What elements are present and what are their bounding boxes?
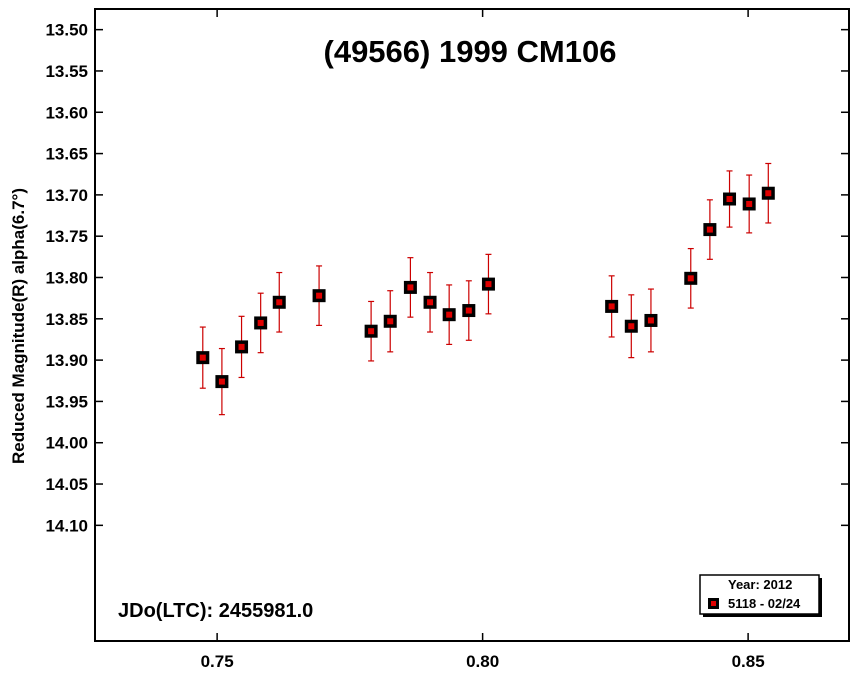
point-marker-fill — [218, 378, 225, 385]
data-point — [703, 199, 717, 260]
data-point — [196, 326, 210, 389]
point-marker-fill — [407, 284, 414, 291]
point-marker-fill — [446, 311, 453, 318]
legend-box — [699, 574, 820, 615]
data-point — [312, 265, 326, 327]
data-point — [272, 271, 286, 333]
point-marker-fill — [257, 319, 264, 326]
legend: Year: 2012 5118 - 02/24 — [699, 574, 822, 617]
data-point — [723, 170, 737, 228]
chart-title: (49566) 1999 CM106 — [324, 34, 617, 69]
point-marker-fill — [706, 226, 713, 233]
point-marker-fill — [687, 275, 694, 282]
y-tick-label: 13.50 — [45, 21, 88, 40]
y-tick-label: 13.65 — [45, 145, 88, 164]
point-marker-fill — [485, 281, 492, 288]
data-point — [235, 315, 249, 379]
x-tick-label: 0.80 — [466, 652, 499, 671]
y-tick-label: 14.00 — [45, 434, 88, 453]
y-tick-label: 13.70 — [45, 186, 88, 205]
point-marker-fill — [387, 318, 394, 325]
data-point — [624, 294, 638, 359]
data-point — [442, 284, 456, 346]
data-point — [215, 347, 229, 416]
point-marker-fill — [238, 343, 245, 350]
data-point — [481, 253, 495, 315]
point-marker-fill — [628, 323, 635, 330]
data-point — [684, 247, 698, 309]
y-tick-label: 13.85 — [45, 310, 88, 329]
point-marker-fill — [726, 196, 733, 203]
data-points — [196, 162, 775, 416]
y-tick-label: 13.80 — [45, 268, 88, 287]
y-tick-label: 13.90 — [45, 351, 88, 370]
plot-frame — [94, 8, 850, 642]
y-tick-label: 14.05 — [45, 475, 88, 494]
legend-entry-label: 5118 - 02/24 — [728, 596, 801, 611]
data-point — [742, 174, 756, 234]
point-marker-fill — [746, 200, 753, 207]
x-axis: 0.75 0.80 0.85 — [201, 9, 765, 671]
y-tick-label: 13.95 — [45, 392, 88, 411]
point-marker-fill — [765, 190, 772, 197]
x-tick-label: 0.75 — [201, 652, 234, 671]
y-tick-label: 13.75 — [45, 227, 88, 246]
y-tick-label: 13.55 — [45, 62, 88, 81]
data-point — [761, 162, 775, 224]
y-tick-label: 14.10 — [45, 516, 88, 535]
y-axis-title: Reduced Magnitude(R) alpha(6.7°) — [9, 188, 28, 464]
data-point — [462, 280, 476, 341]
data-point — [644, 288, 658, 353]
data-point — [383, 290, 397, 353]
data-point — [605, 275, 619, 338]
data-point — [423, 271, 437, 333]
jd-annotation: JDo(LTC): 2455981.0 — [118, 600, 313, 622]
point-marker-fill — [199, 354, 206, 361]
data-point — [254, 292, 268, 354]
point-marker-fill — [465, 307, 472, 314]
y-axis: 13.50 13.55 13.60 13.65 13.70 13.75 13.80 13.85… — [45, 21, 849, 535]
point-marker-fill — [608, 303, 615, 310]
point-marker-fill — [427, 299, 434, 306]
data-point — [403, 257, 417, 318]
legend-marker-fill — [711, 601, 716, 606]
legend-header: Year: 2012 — [728, 577, 792, 592]
point-marker-fill — [368, 328, 375, 335]
point-marker-fill — [316, 292, 323, 299]
x-tick-label: 0.85 — [732, 652, 765, 671]
point-marker-fill — [276, 299, 283, 306]
data-point — [364, 300, 378, 362]
y-tick-label: 13.60 — [45, 103, 88, 122]
point-marker-fill — [647, 317, 654, 324]
